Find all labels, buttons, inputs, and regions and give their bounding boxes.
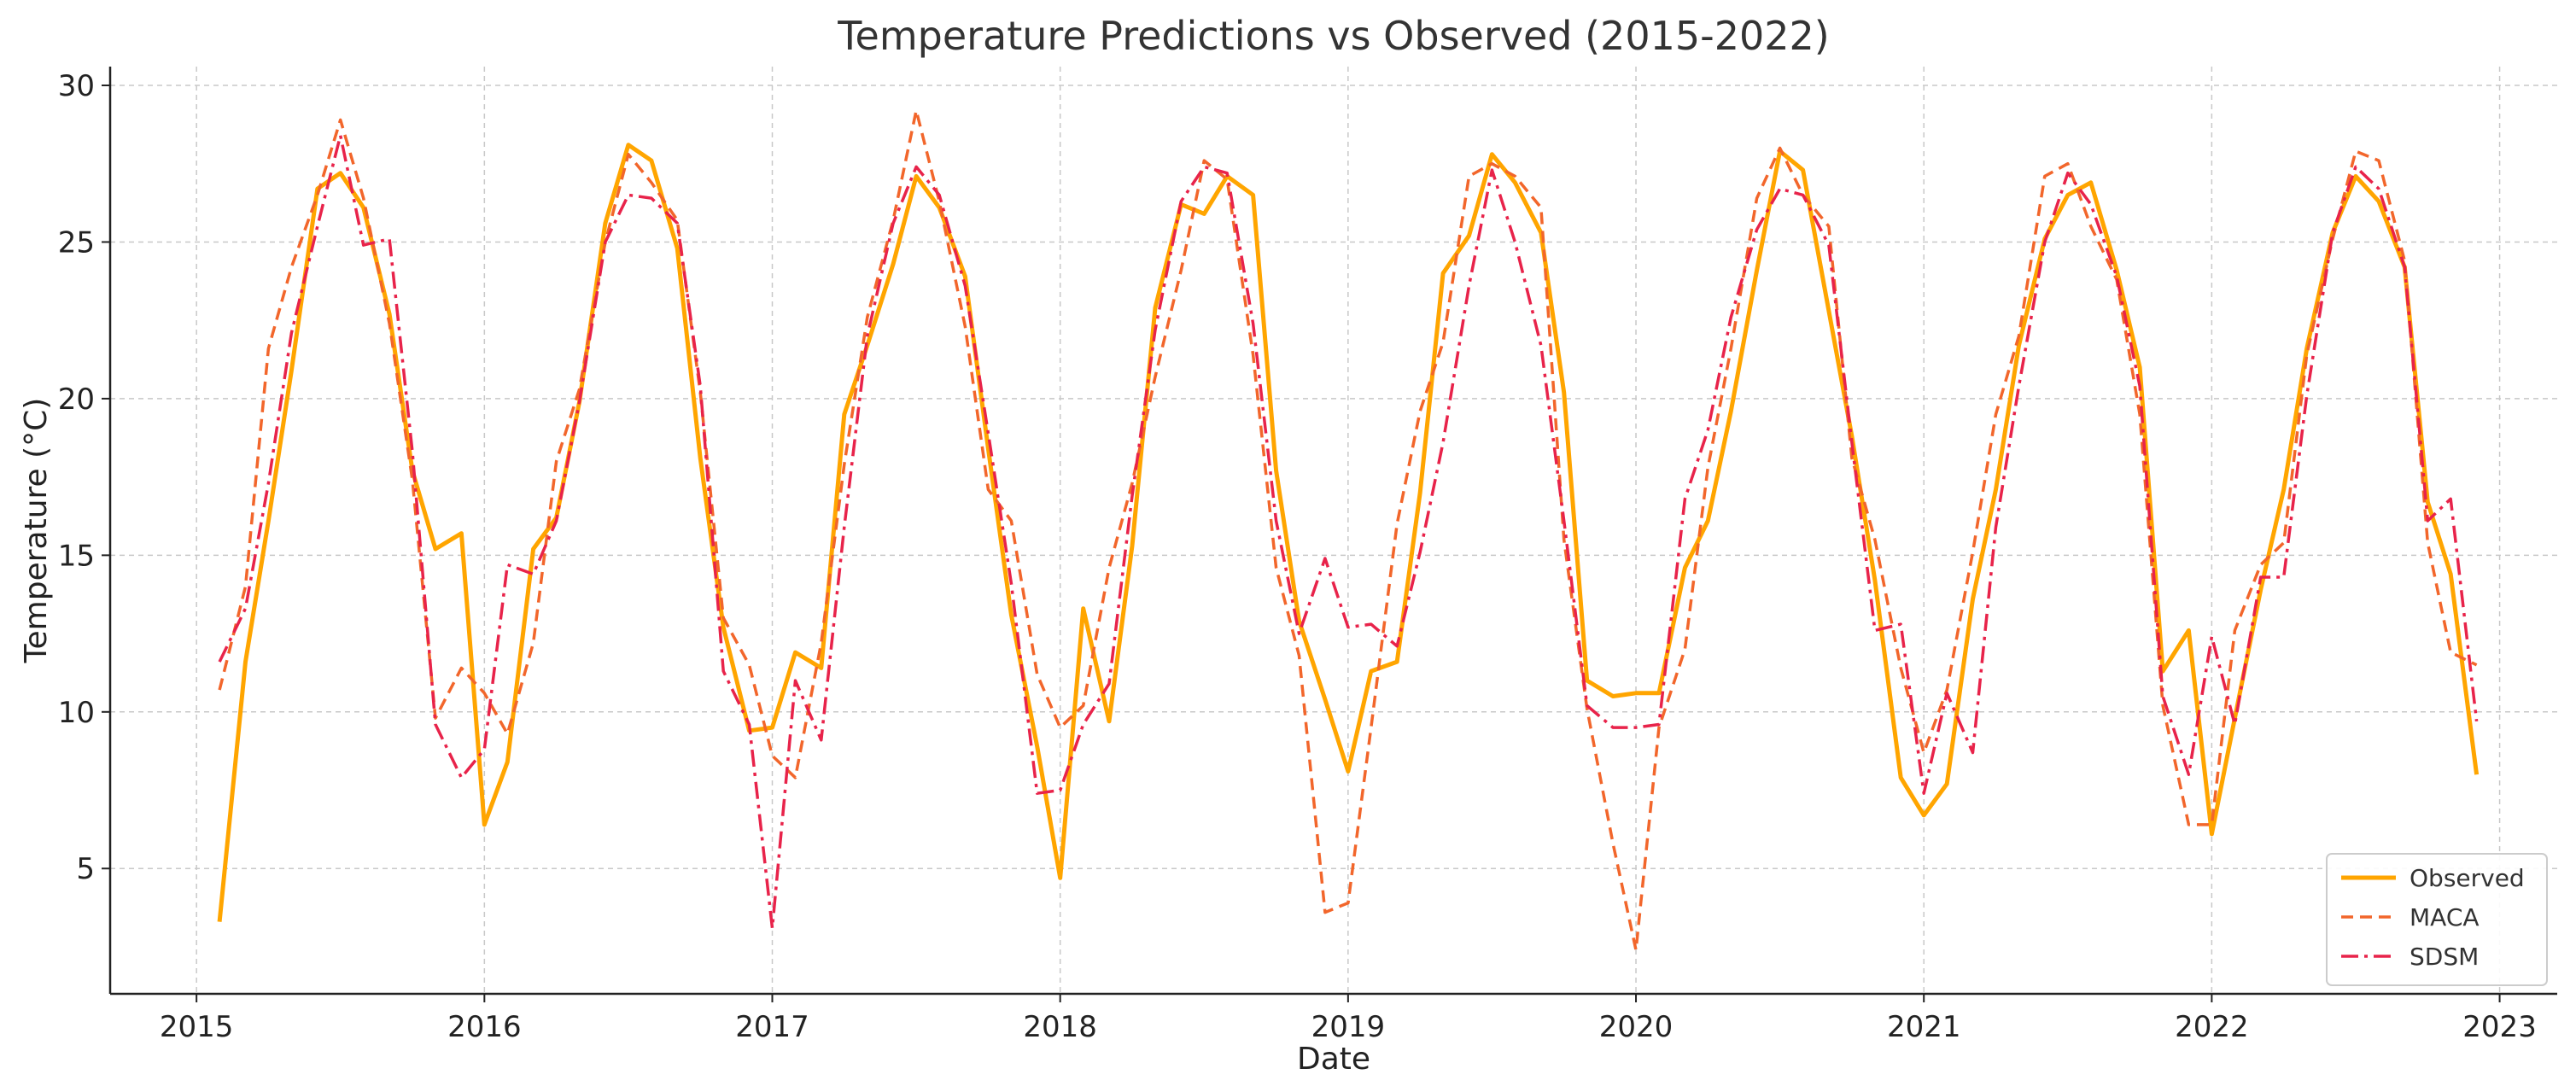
y-ticks: 5 10 15 20 25 30 — [58, 69, 110, 886]
x-tick-label: 2020 — [1599, 1010, 1674, 1044]
legend: Observed MACA SDSM — [2326, 853, 2548, 986]
x-tick-label: 2015 — [160, 1010, 234, 1044]
x-tick-label: 2022 — [2175, 1010, 2249, 1044]
x-tick-label: 2019 — [1311, 1010, 1386, 1044]
y-tick-label: 25 — [58, 225, 95, 260]
x-tick-label: 2018 — [1023, 1010, 1097, 1044]
legend-label-maca: MACA — [2410, 903, 2480, 931]
x-axis-label: Date — [1297, 1042, 1370, 1077]
series-line-maca — [218, 108, 2478, 952]
x-tick-label: 2016 — [447, 1010, 522, 1044]
y-tick-label: 10 — [58, 696, 95, 730]
y-tick-label: 30 — [58, 69, 95, 103]
series-layer — [217, 108, 2480, 952]
y-tick-label: 5 — [76, 852, 95, 886]
gridlines — [110, 67, 2557, 994]
x-ticks: 2015 2016 2017 2018 2019 2020 2021 2022 2023 — [160, 994, 2537, 1044]
legend-label-sdsm: SDSM — [2410, 943, 2479, 971]
x-tick-label: 2017 — [735, 1010, 809, 1044]
y-tick-label: 20 — [58, 382, 95, 417]
chart-title: Temperature Predictions vs Observed (201… — [837, 13, 1829, 59]
axes — [108, 67, 2557, 996]
x-tick-label: 2023 — [2462, 1010, 2537, 1044]
legend-box — [2326, 853, 2548, 986]
y-tick-label: 15 — [58, 539, 95, 573]
y-axis-label: Temperature (°C) — [19, 398, 54, 664]
series-line-sdsm — [218, 133, 2479, 930]
legend-label-observed: Observed — [2410, 864, 2525, 892]
x-tick-label: 2021 — [1887, 1010, 1961, 1044]
